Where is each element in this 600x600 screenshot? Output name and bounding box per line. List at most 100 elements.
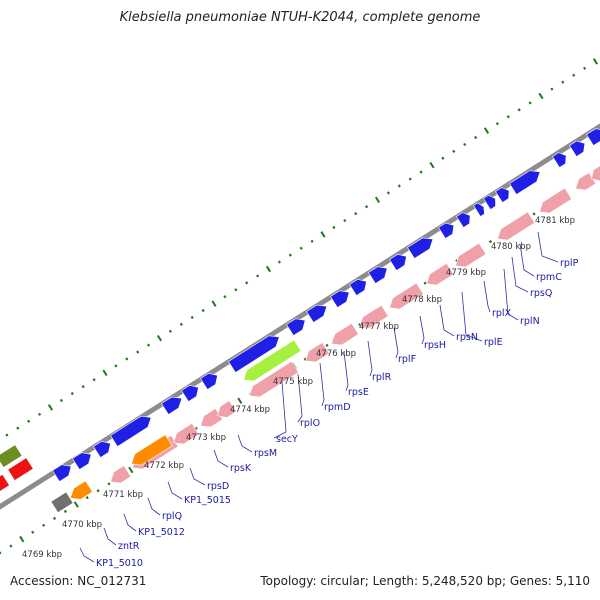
outer-tick-marks	[5, 58, 599, 437]
tick-mark	[125, 357, 129, 361]
red-feature	[0, 473, 10, 492]
label-leader-line	[297, 373, 303, 423]
cds-forward-arrow	[552, 152, 567, 168]
cds-reverse-arrow	[426, 262, 455, 286]
tick-mark	[277, 260, 281, 264]
tick-mark	[85, 496, 89, 500]
cds-forward-arrow	[286, 318, 306, 336]
gene-label: rpsK	[230, 463, 252, 474]
tick-mark	[483, 127, 490, 134]
tick-mark	[47, 404, 54, 411]
gene-label: zntR	[118, 541, 140, 552]
tick-mark	[179, 322, 183, 326]
tick-mark	[538, 92, 544, 100]
tick-mark	[452, 149, 456, 153]
tick-mark	[136, 350, 140, 354]
scale-label: 4780 kbp	[491, 242, 531, 252]
tick-mark	[96, 489, 100, 493]
cds-forward-arrow	[569, 140, 586, 157]
tick-mark	[365, 205, 369, 209]
label-leader-line	[367, 340, 373, 377]
cds-forward-arrow	[330, 290, 350, 308]
tick-mark	[532, 212, 536, 216]
cds-forward-arrow	[72, 452, 92, 470]
cds-forward-arrow	[52, 464, 72, 482]
tick-mark	[70, 391, 74, 396]
tick-mark	[63, 509, 67, 514]
scale-labels: 4769 kbp 4770 kbp 4771 kbp 4772 kbp 4773 kbp…	[22, 216, 575, 560]
label-leader-line	[273, 381, 287, 439]
tick-mark	[561, 80, 565, 84]
tick-mark	[147, 343, 151, 347]
scale-label: 4773 kbp	[186, 433, 226, 443]
gene-label: rpsH	[424, 340, 446, 351]
gene-label: rplE	[484, 337, 503, 348]
tick-mark	[325, 343, 329, 348]
tick-mark	[38, 412, 42, 416]
gene-features	[0, 128, 600, 514]
label-leader-line	[167, 481, 183, 500]
cds-reverse-arrow	[455, 242, 487, 268]
tick-mark	[397, 184, 401, 188]
genome-backbone	[0, 123, 600, 510]
label-leader-line	[213, 449, 229, 468]
tick-mark	[506, 115, 510, 119]
cds-forward-arrow	[438, 222, 455, 239]
label-leader-line	[511, 256, 529, 293]
cds-forward-arrow	[456, 212, 471, 228]
tick-mark	[0, 551, 2, 555]
cds-forward-arrow	[161, 396, 183, 415]
gene-label: KP1_5015	[184, 495, 231, 506]
gene-label: rpsM	[254, 448, 277, 459]
cds-reverse-arrow	[173, 422, 200, 445]
tick-mark	[16, 426, 20, 430]
cds-forward-arrow	[473, 202, 485, 217]
scale-label: 4779 kbp	[446, 268, 486, 278]
gene-label: rpsN	[456, 332, 478, 343]
tick-mark	[488, 239, 493, 244]
tick-mark	[156, 334, 163, 342]
tick-mark	[194, 426, 198, 431]
scale-label: 4778 kbp	[402, 295, 442, 305]
label-leader-line	[103, 527, 117, 546]
tick-mark	[114, 364, 118, 368]
tick-mark	[27, 419, 31, 423]
tick-mark	[52, 516, 57, 521]
tick-mark	[256, 274, 260, 278]
tick-mark	[168, 329, 172, 333]
tick-mark	[223, 295, 227, 299]
cds-reverse-arrow	[110, 465, 132, 484]
gene-label: secY	[276, 434, 298, 445]
cds-forward-arrow	[306, 304, 328, 323]
gene-label: rplO	[300, 418, 320, 429]
tick-mark	[234, 288, 238, 292]
label-leader-line	[503, 268, 519, 321]
cds-forward-arrow	[181, 385, 199, 402]
label-leader-line	[439, 304, 455, 337]
gene-label: rplR	[372, 372, 392, 383]
tick-mark	[92, 378, 96, 382]
tick-mark	[201, 308, 205, 313]
tick-mark	[592, 58, 599, 65]
tick-mark	[441, 156, 445, 160]
tick-mark	[495, 122, 499, 126]
secY-feature	[243, 339, 302, 382]
olive-feature	[0, 444, 23, 468]
tick-mark	[320, 231, 326, 238]
tick-mark	[19, 535, 25, 543]
label-leader-line	[343, 351, 349, 392]
gene-label: rpsE	[348, 387, 369, 398]
tick-mark	[245, 281, 249, 285]
cds-reverse-arrow	[497, 211, 536, 241]
tick-mark	[583, 66, 587, 70]
label-leader-line	[537, 231, 559, 263]
tick-mark	[517, 108, 521, 112]
tick-mark	[190, 315, 194, 320]
tick-mark	[419, 170, 423, 174]
cds-reverse-arrow	[217, 400, 237, 418]
label-leader-line	[461, 291, 483, 342]
cds-forward-arrow	[483, 194, 496, 210]
tick-mark	[42, 523, 46, 527]
cds-reverse-arrow	[591, 165, 600, 182]
